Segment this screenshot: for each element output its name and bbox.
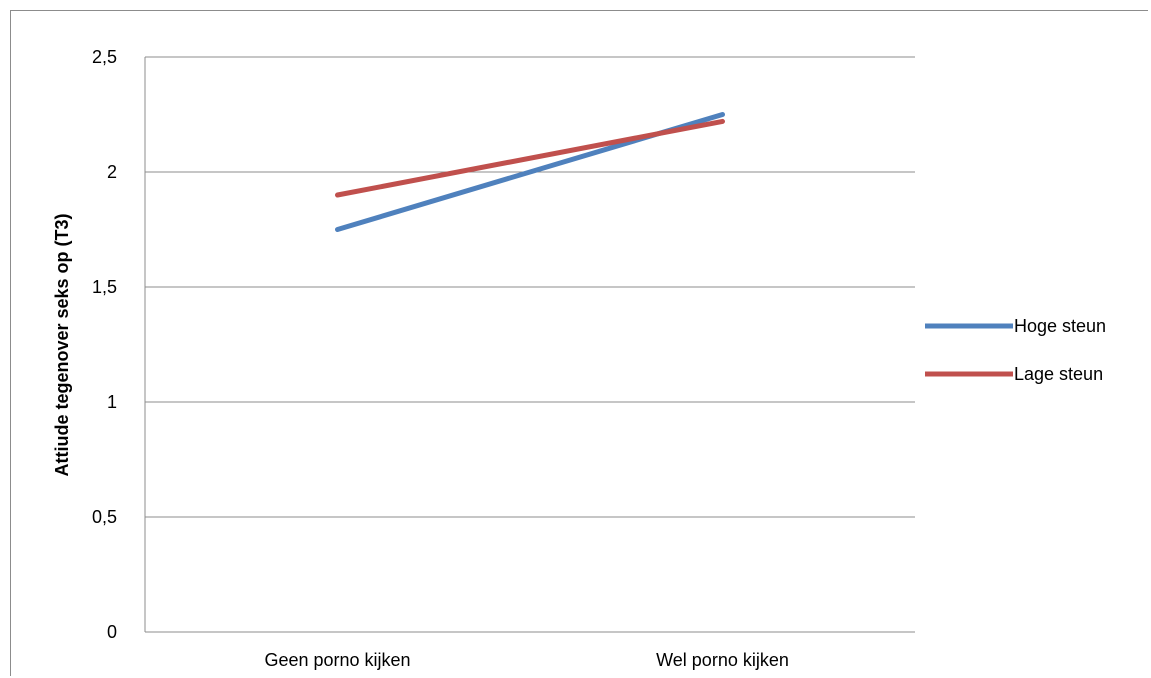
y-axis-ticks: 0 0,5 1 1,5 2 2,5 [92, 47, 117, 642]
legend-label: Lage steun [1014, 364, 1103, 384]
series-lines [335, 112, 725, 232]
series-line [335, 118, 725, 198]
y-axis-title: Attiude tegenover seks op (T3) [52, 213, 72, 476]
y-tick-label: 1 [107, 392, 117, 412]
y-tick-label: 0 [107, 622, 117, 642]
x-tick-label: Wel porno kijken [656, 650, 789, 670]
chart-frame [10, 10, 1148, 676]
y-tick-label: 0,5 [92, 507, 117, 527]
x-axis-ticks: Geen porno kijken Wel porno kijken [264, 650, 788, 670]
y-tick-label: 2 [107, 162, 117, 182]
y-tick-label: 2,5 [92, 47, 117, 67]
y-tick-label: 1,5 [92, 277, 117, 297]
x-tick-label: Geen porno kijken [264, 650, 410, 670]
legend: Hoge steun Lage steun [925, 316, 1106, 384]
gridlines [144, 56, 915, 633]
legend-label: Hoge steun [1014, 316, 1106, 336]
